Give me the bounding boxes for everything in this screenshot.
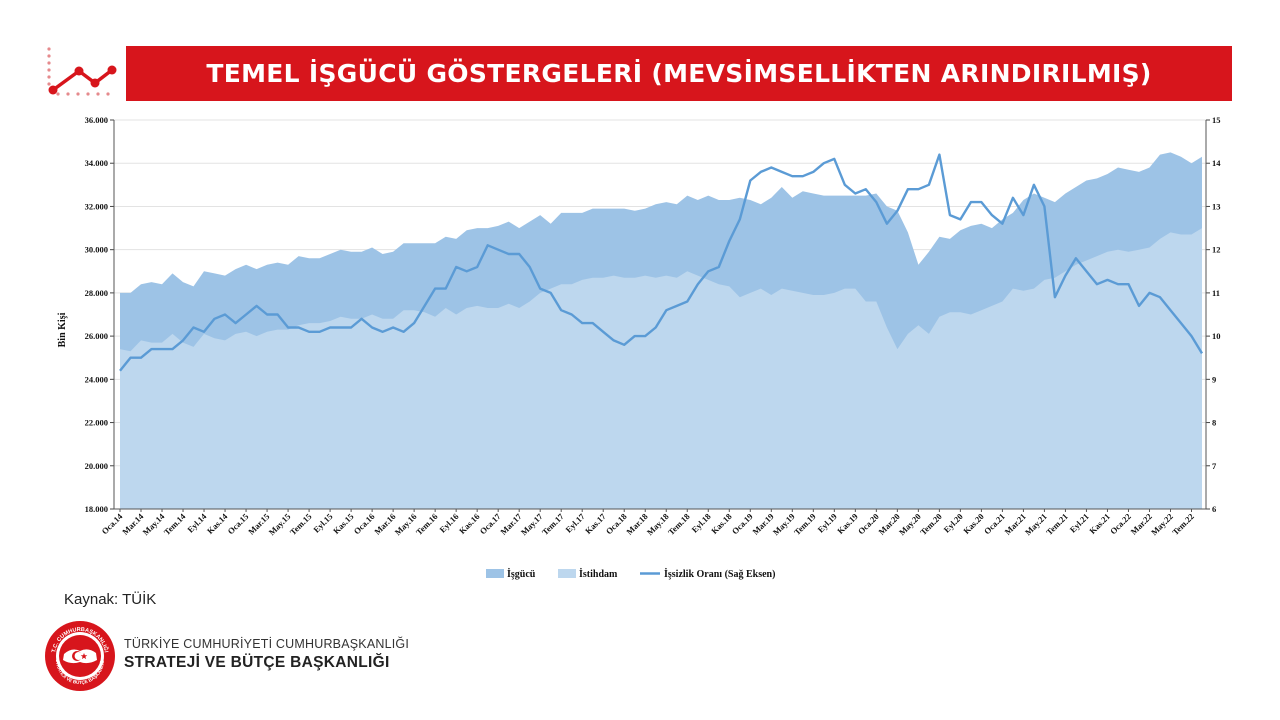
- x-tick-label: Mar.15: [246, 511, 271, 536]
- right-tick-label: 10: [1212, 331, 1221, 341]
- x-tick-label: Eyl.16: [437, 511, 460, 534]
- labor-indicators-chart: 18.000 20.000 22.000 24.000 26.000 28.000 30.0…: [57, 115, 1221, 580]
- x-tick-label: Eyl.18: [689, 511, 712, 534]
- x-tick-label: May.17: [519, 511, 545, 537]
- org-name-line1: TÜRKİYE CUMHURİYETİ CUMHURBAŞKANLIĞI: [124, 637, 410, 651]
- x-tick-label: Eyl.21: [1068, 511, 1091, 534]
- x-tick-label: Mar.19: [750, 511, 775, 536]
- right-tick-label: 12: [1212, 245, 1221, 255]
- x-tick-label: Oca.19: [730, 511, 755, 536]
- unemployment-rate-line: [119, 153, 1204, 372]
- x-tick-label: Oca.15: [226, 511, 251, 536]
- x-tick-label: Mar.22: [1129, 511, 1154, 536]
- x-tick-label: Tem.20: [918, 511, 944, 537]
- x-tick-label: Oca.14: [99, 511, 124, 536]
- right-tick-label: 7: [1212, 461, 1217, 471]
- right-tick-label: 8: [1212, 418, 1216, 428]
- right-tick-label: 6: [1212, 504, 1216, 514]
- x-tick-label: May.14: [140, 511, 166, 537]
- x-tick-label: May.22: [1149, 511, 1175, 537]
- x-tick-label: Eyl.17: [563, 511, 587, 535]
- left-tick-label: 20.000: [85, 461, 108, 471]
- x-tick-label: May.19: [771, 511, 797, 537]
- left-tick-label: 24.000: [85, 374, 108, 384]
- x-tick-label: Tem.21: [1044, 511, 1070, 537]
- trend-line-logo-icon: [47, 47, 117, 96]
- x-tick-label: Kas.20: [961, 511, 986, 536]
- x-tick-label: Tem.19: [792, 511, 818, 537]
- left-tick-label: 18.000: [85, 504, 108, 514]
- x-tick-label: Eyl.19: [815, 511, 838, 534]
- x-tick-label: Oca.18: [604, 511, 629, 536]
- legend-swatch-employment: [558, 569, 576, 578]
- left-tick-label: 26.000: [85, 331, 108, 341]
- legend-label-employment: İstihdam: [579, 568, 618, 580]
- x-tick-label: Kas.21: [1087, 511, 1112, 536]
- x-tick-label: Tem.15: [288, 511, 314, 537]
- x-tick-label: May.21: [1023, 511, 1049, 537]
- x-tick-label: Oca.20: [856, 511, 881, 536]
- x-tick-label: May.18: [645, 511, 671, 537]
- area-series: [120, 152, 1202, 509]
- legend: İşgücü İstihdam İşsizlik Oranı (Sağ Ekse…: [486, 568, 775, 580]
- axes: [110, 119, 1210, 512]
- right-tick-label: 11: [1212, 288, 1220, 298]
- right-axis-ticks: 6 7 8 9 10 11 12 13 14 15: [1212, 115, 1221, 514]
- x-tick-label: Kas.14: [205, 511, 230, 536]
- x-tick-label: Oca.17: [478, 511, 503, 536]
- x-tick-label: Mar.21: [1002, 511, 1027, 536]
- sbb-emblem-icon: T.C. CUMHURBAŞKANLIĞI STRATEJİ VE BÜTÇE …: [44, 620, 115, 691]
- x-tick-label: Tem.16: [414, 511, 440, 537]
- y-axis-label: Bin Kişi: [57, 312, 68, 347]
- left-tick-label: 34.000: [85, 158, 108, 168]
- right-tick-label: 14: [1212, 158, 1221, 168]
- org-name-line2: STRATEJİ VE BÜTÇE BAŞKANLIĞI: [124, 654, 390, 671]
- x-tick-label: Tem.18: [666, 511, 692, 537]
- x-tick-label: Kas.17: [583, 511, 608, 536]
- x-tick-label: Tem.22: [1170, 511, 1196, 537]
- x-tick-label: Kas.15: [331, 511, 356, 536]
- legend-label-labor-force: İşgücü: [507, 568, 536, 580]
- right-tick-label: 13: [1212, 201, 1221, 211]
- left-tick-label: 32.000: [85, 201, 108, 211]
- legend-swatch-labor-force: [486, 569, 504, 578]
- x-tick-label: May.15: [267, 511, 293, 537]
- left-tick-label: 36.000: [85, 115, 108, 125]
- x-tick-label: Eyl.20: [942, 511, 965, 534]
- left-axis-ticks: 18.000 20.000 22.000 24.000 26.000 28.000 30.0…: [85, 115, 108, 514]
- legend-label-unemployment-rate: İşsizlik Oranı (Sağ Eksen): [664, 568, 775, 580]
- x-tick-label: Tem.17: [540, 511, 566, 537]
- right-tick-label: 15: [1212, 115, 1221, 125]
- left-tick-label: 30.000: [85, 245, 108, 255]
- line-series: [119, 153, 1204, 372]
- x-tick-label: Oca.22: [1108, 511, 1133, 536]
- title-banner: TEMEL İŞGÜCÜ GÖSTERGELERİ (MEVSİMSELLİKT…: [126, 46, 1232, 101]
- x-tick-label: Eyl.15: [311, 511, 334, 534]
- left-tick-label: 28.000: [85, 288, 108, 298]
- x-tick-label: Kas.19: [835, 511, 860, 536]
- x-tick-label: May.16: [393, 511, 419, 537]
- x-tick-label: Eyl.14: [185, 511, 209, 535]
- source-note: Kaynak: TÜİK: [64, 591, 157, 608]
- x-tick-label: Mar.18: [624, 511, 649, 536]
- right-tick-label: 9: [1212, 374, 1216, 384]
- x-tick-label: Kas.18: [709, 511, 734, 536]
- x-tick-label: Mar.20: [876, 511, 901, 536]
- page-title: TEMEL İŞGÜCÜ GÖSTERGELERİ (MEVSİMSELLİKT…: [206, 59, 1152, 88]
- x-tick-label: Kas.16: [457, 511, 482, 536]
- x-axis-ticks: Oca.14Mar.14May.14Tem.14Eyl.14Kas.14Oca.…: [99, 511, 1195, 537]
- employment-area: [120, 228, 1202, 509]
- x-tick-label: Mar.16: [372, 511, 397, 536]
- x-tick-label: Oca.16: [352, 511, 377, 536]
- x-tick-label: Tem.14: [162, 511, 188, 537]
- x-tick-label: Oca.21: [982, 511, 1007, 536]
- left-tick-label: 22.000: [85, 418, 108, 428]
- x-tick-label: May.20: [897, 511, 923, 537]
